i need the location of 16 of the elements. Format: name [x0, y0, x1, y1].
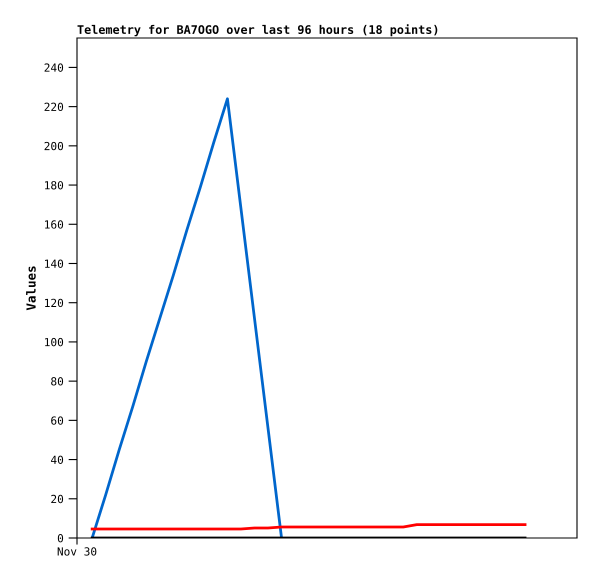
- chart-title: Telemetry for BA7OGO over last 96 hours (18 points): [78, 24, 438, 36]
- y-tick-label: 140: [45, 259, 64, 268]
- y-tick-label: 0: [58, 534, 64, 542]
- y-tick-label: 240: [44, 63, 64, 72]
- y-tick-label: 100: [45, 338, 64, 346]
- y-axis-title: Values: [26, 266, 36, 310]
- y-tick-label: 160: [45, 220, 64, 229]
- y-tick-label: 60: [51, 416, 64, 425]
- y-tick-label: 220: [44, 102, 64, 112]
- y-tick-label: 40: [50, 456, 64, 464]
- y-tick-label: 80: [51, 377, 64, 386]
- y-tick-label: 20: [51, 494, 64, 504]
- y-tick-label: 120: [45, 298, 64, 308]
- y-tick-label: 180: [45, 181, 64, 190]
- y-tick-label: 200: [44, 142, 64, 150]
- text: Nov 30: [58, 547, 96, 556]
